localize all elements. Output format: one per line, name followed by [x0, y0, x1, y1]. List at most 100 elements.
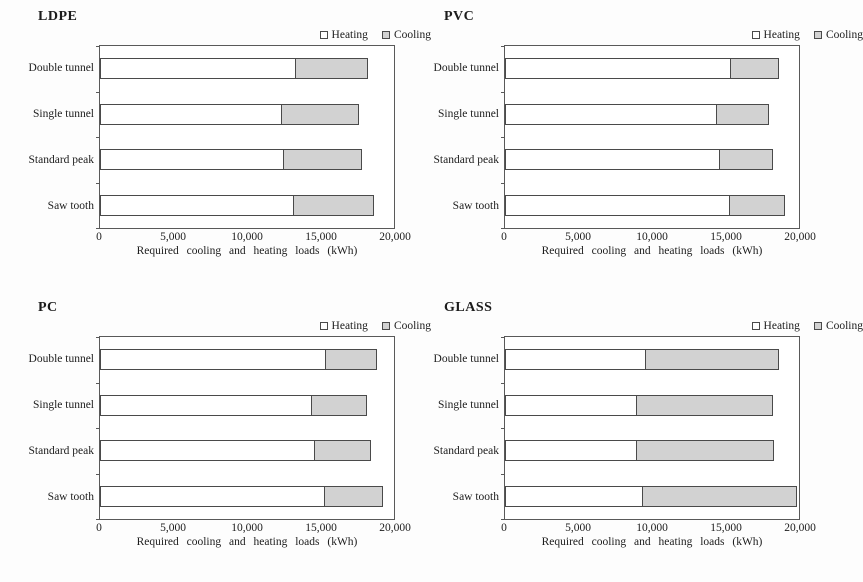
bar-row: [505, 92, 799, 138]
cooling-bar-segment: [293, 194, 374, 216]
x-axis-ticks: 0 5,000 10,000 15,000 20,000: [96, 520, 411, 535]
category-label: Saw tooth: [47, 491, 94, 503]
category-label: Single tunnel: [437, 108, 499, 120]
legend-heating-label: Heating: [331, 320, 368, 332]
heating-bar-segment: [100, 485, 325, 507]
x-axis-ticks: 0 5,000 10,000 15,000 20,000: [96, 229, 411, 244]
legend-item-cooling: Cooling: [813, 320, 863, 332]
heating-bar-segment: [100, 149, 284, 171]
heating-bar-segment: [505, 103, 717, 125]
cooling-swatch-icon: [813, 31, 822, 39]
x-tick-label: 10,000: [231, 522, 263, 534]
category-label: Double tunnel: [28, 62, 94, 74]
legend-item-heating: Heating: [751, 320, 800, 332]
plot-area: [96, 336, 395, 520]
cooling-bar-segment: [636, 394, 773, 416]
y-axis-labels: Double tunnel Single tunnel Standard peak S…: [0, 45, 99, 229]
x-tick-label: 0: [501, 522, 507, 534]
x-axis-title: Required cooling and heating loads (kWh): [541, 536, 763, 548]
bar-row: [100, 428, 394, 474]
category-label: Saw tooth: [452, 200, 499, 212]
legend: Heating Cooling: [751, 29, 863, 41]
heating-bar-segment: [505, 194, 730, 216]
x-tick-label: 15,000: [305, 522, 337, 534]
y-axis-tick: [501, 46, 505, 47]
legend-item-cooling: Cooling: [381, 29, 431, 41]
cooling-bar-segment: [642, 485, 797, 507]
legend-cooling-label: Cooling: [825, 29, 863, 41]
y-axis-tick: [96, 137, 100, 138]
y-axis-tick: [501, 473, 505, 475]
y-axis-tick: [96, 473, 100, 475]
y-axis-tick: [96, 91, 100, 93]
heating-bar-segment: [100, 194, 295, 216]
legend-cooling-label: Cooling: [393, 29, 431, 41]
heating-swatch-icon: [751, 322, 760, 330]
category-label: Standard peak: [28, 445, 94, 457]
bar-row: [505, 183, 799, 229]
legend-item-cooling: Cooling: [813, 29, 863, 41]
bar-row: [100, 137, 394, 183]
legend-cooling-label: Cooling: [825, 320, 863, 332]
heating-bar-segment: [505, 349, 647, 371]
cooling-swatch-icon: [381, 31, 390, 39]
y-axis-tick: [96, 382, 100, 384]
heating-bar-segment: [100, 103, 283, 125]
y-axis-tick: [96, 46, 100, 47]
category-label: Saw tooth: [47, 200, 94, 212]
y-axis-tick: [96, 228, 100, 229]
bar-row: [100, 183, 394, 229]
bar-row: [100, 337, 394, 383]
plot-area: [501, 45, 800, 229]
x-tick-label: 15,000: [710, 522, 742, 534]
category-label: Standard peak: [433, 445, 499, 457]
y-axis-labels: Double tunnel Single tunnel Standard peak S…: [0, 336, 99, 520]
cooling-bar-segment: [325, 349, 377, 371]
chart-title: GLASS: [444, 300, 493, 315]
bar-row: [100, 474, 394, 520]
cooling-bar-segment: [282, 149, 363, 171]
heating-bar-segment: [505, 394, 638, 416]
plot-area: [96, 45, 395, 229]
x-tick-label: 15,000: [305, 231, 337, 243]
y-axis-tick: [501, 428, 505, 429]
x-axis-ticks: 0 5,000 10,000 15,000 20,000: [501, 229, 816, 244]
category-label: Single tunnel: [32, 108, 94, 120]
bar-row: [505, 137, 799, 183]
heating-swatch-icon: [751, 31, 760, 39]
chart-panel-glass: GLASS Heating Cooling Double tunnel Singl…: [431, 291, 863, 582]
x-tick-label: 10,000: [636, 231, 668, 243]
heating-bar-segment: [505, 149, 720, 171]
category-label: Double tunnel: [433, 62, 499, 74]
cooling-bar-segment: [323, 485, 383, 507]
y-axis-labels: Double tunnel Single tunnel Standard peak S…: [431, 336, 504, 520]
y-axis-tick: [501, 519, 505, 520]
bar-row: [505, 46, 799, 92]
y-axis-tick: [96, 519, 100, 520]
x-tick-label: 20,000: [379, 231, 411, 243]
heating-bar-segment: [100, 349, 327, 371]
heating-bar-segment: [100, 394, 312, 416]
x-tick-label: 0: [96, 231, 102, 243]
chart-panel-ldpe: LDPE Heating Cooling Double tunnel Single…: [0, 0, 431, 291]
y-axis-labels: Double tunnel Single tunnel Standard peak S…: [431, 45, 504, 229]
legend: Heating Cooling: [751, 320, 863, 332]
category-label: Standard peak: [28, 154, 94, 166]
legend-cooling-label: Cooling: [393, 320, 431, 332]
y-axis-tick: [501, 228, 505, 229]
legend-item-heating: Heating: [319, 29, 368, 41]
bar-row: [505, 383, 799, 429]
x-tick-label: 5,000: [565, 231, 591, 243]
chart-title: PC: [38, 300, 58, 315]
category-label: Standard peak: [433, 154, 499, 166]
cooling-bar-segment: [636, 440, 775, 462]
heating-bar-segment: [505, 485, 644, 507]
legend-heating-label: Heating: [763, 29, 800, 41]
cooling-bar-segment: [310, 394, 367, 416]
x-tick-label: 10,000: [231, 231, 263, 243]
x-tick-label: 0: [501, 231, 507, 243]
category-label: Saw tooth: [452, 491, 499, 503]
legend-heating-label: Heating: [331, 29, 368, 41]
cooling-bar-segment: [281, 103, 360, 125]
